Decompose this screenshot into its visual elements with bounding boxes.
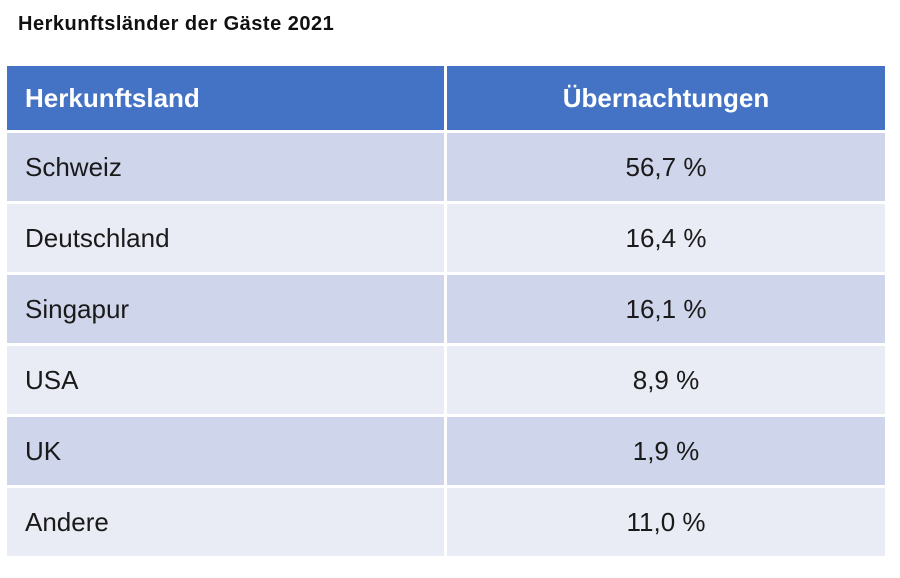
share-cell: 16,1 % — [447, 275, 885, 343]
share-cell: 8,9 % — [447, 346, 885, 414]
country-cell: Deutschland — [7, 204, 444, 272]
country-cell: UK — [7, 417, 444, 485]
country-cell: USA — [7, 346, 444, 414]
table-row: Singapur 16,1 % — [7, 275, 885, 343]
table-title: Herkunftsländer der Gäste 2021 — [18, 13, 335, 35]
share-cell: 56,7 % — [447, 133, 885, 201]
column-header-country: Herkunftsland — [7, 66, 444, 130]
share-cell: 1,9 % — [447, 417, 885, 485]
table-row: Schweiz 56,7 % — [7, 133, 885, 201]
table-row: UK 1,9 % — [7, 417, 885, 485]
country-cell: Andere — [7, 488, 444, 556]
origin-countries-table: Herkunftsland Übernachtungen Schweiz 56,… — [4, 63, 888, 559]
country-cell: Singapur — [7, 275, 444, 343]
country-cell: Schweiz — [7, 133, 444, 201]
share-cell: 11,0 % — [447, 488, 885, 556]
table-header-row: Herkunftsland Übernachtungen — [7, 66, 885, 130]
table-row: USA 8,9 % — [7, 346, 885, 414]
share-cell: 16,4 % — [447, 204, 885, 272]
table-row: Deutschland 16,4 % — [7, 204, 885, 272]
table-row: Andere 11,0 % — [7, 488, 885, 556]
column-header-overnight-stays: Übernachtungen — [447, 66, 885, 130]
